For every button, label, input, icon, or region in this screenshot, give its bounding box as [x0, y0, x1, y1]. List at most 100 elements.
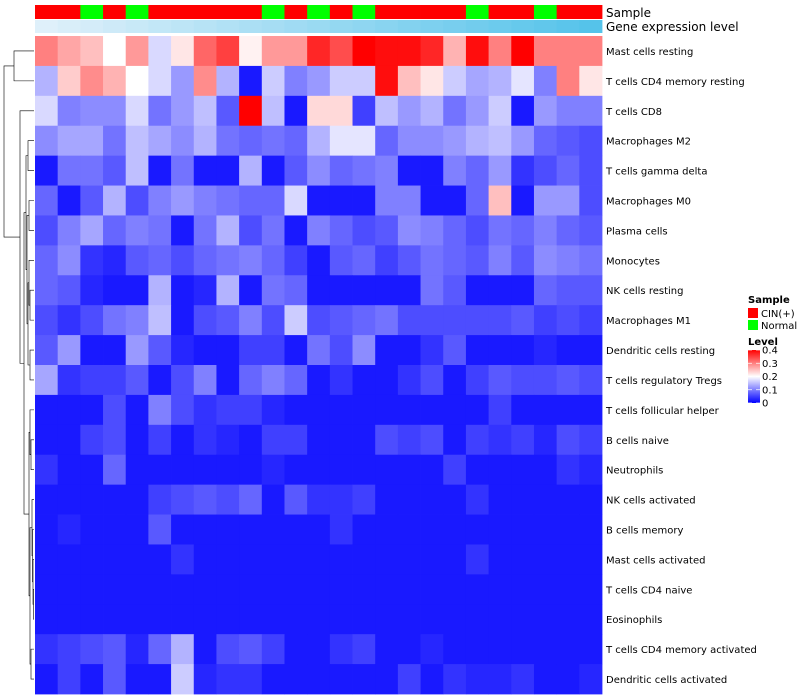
- row-label: T cells CD4 naive: [605, 585, 692, 596]
- heatmap-cell: [125, 36, 149, 67]
- heatmap-cell: [307, 664, 331, 695]
- heatmap-cell: [35, 514, 59, 545]
- heatmap-cell: [57, 365, 81, 396]
- heatmap-cell: [579, 604, 603, 635]
- heatmap-cell: [80, 65, 104, 97]
- expression-annotation-cell: [284, 20, 308, 33]
- heatmap-cell: [511, 215, 535, 246]
- heatmap-cell: [35, 275, 59, 306]
- heatmap-cell: [533, 275, 558, 306]
- heatmap-cell: [465, 604, 489, 635]
- heatmap-cell: [35, 305, 59, 336]
- heatmap-cell: [307, 125, 331, 157]
- heatmap-cell: [57, 185, 81, 216]
- heatmap-cell: [420, 365, 444, 396]
- heatmap-cell: [284, 544, 308, 575]
- heatmap-cell: [556, 275, 580, 306]
- heatmap-cell: [465, 185, 489, 216]
- heatmap-cell: [420, 95, 444, 127]
- sample-annotation-cell: [80, 5, 104, 19]
- heatmap-cell: [533, 514, 558, 545]
- legend: Sample CIN(+) Normal Level 0.4 0.3 0.2 0.1 0: [748, 295, 797, 410]
- heatmap-cell: [193, 95, 217, 127]
- heatmap-cell: [193, 185, 217, 216]
- heatmap-cell: [556, 664, 580, 695]
- heatmap-cell: [579, 155, 603, 186]
- heatmap-cell: [35, 574, 59, 605]
- heatmap-cell: [125, 155, 149, 186]
- heatmap-cell: [171, 215, 195, 246]
- heatmap-cell: [103, 424, 127, 456]
- heatmap-cell: [284, 424, 308, 456]
- heatmap-cell: [80, 36, 104, 67]
- heatmap-cell: [533, 65, 558, 97]
- heatmap-cell: [465, 65, 489, 97]
- heatmap-cell: [556, 335, 580, 366]
- heatmap-cell: [375, 215, 399, 246]
- heatmap-cell: [420, 36, 444, 67]
- row-label: Eosinophils: [606, 615, 662, 626]
- heatmap-cell: [239, 245, 263, 276]
- heatmap-cell: [171, 245, 195, 276]
- heatmap-cell: [284, 484, 308, 515]
- heatmap-cell: [556, 185, 580, 216]
- heatmap-cell: [148, 335, 172, 366]
- expression-annotation-cell: [307, 20, 331, 33]
- heatmap-cell: [579, 125, 603, 157]
- heatmap-cell: [420, 484, 444, 515]
- dendrogram-branch: [13, 50, 34, 82]
- heatmap-cell: [443, 95, 467, 127]
- heatmap-cell: [465, 454, 489, 486]
- heatmap-cell: [556, 574, 580, 605]
- heatmap-cell: [193, 335, 217, 366]
- heatmap-cell: [284, 36, 308, 67]
- heatmap-cell: [261, 65, 285, 97]
- heatmap-cell: [329, 574, 353, 605]
- heatmap-cell: [511, 36, 535, 67]
- heatmap-cells: [35, 36, 603, 695]
- heatmap-cell: [171, 275, 195, 306]
- heatmap-cell: [80, 155, 104, 186]
- heatmap-cell: [284, 574, 308, 605]
- heatmap-cell: [443, 215, 467, 246]
- heatmap-cell: [125, 424, 149, 456]
- heatmap-cell: [35, 95, 59, 127]
- heatmap-cell: [103, 36, 127, 67]
- heatmap-cell: [488, 454, 512, 486]
- heatmap-cell: [556, 544, 580, 575]
- heatmap-cell: [239, 36, 263, 67]
- heatmap-cell: [171, 155, 195, 186]
- heatmap-cell: [420, 574, 444, 605]
- heatmap-cell: [511, 634, 535, 665]
- heatmap-cell: [284, 215, 308, 246]
- heatmap-cell: [171, 305, 195, 336]
- dendrogram-branch: [27, 140, 34, 171]
- heatmap-cell: [216, 95, 240, 127]
- heatmap-cell: [307, 634, 331, 665]
- heatmap-cell: [261, 125, 285, 157]
- sample-annotation-cell: [125, 5, 149, 19]
- heatmap-cell: [420, 335, 444, 366]
- heatmap-cell: [533, 454, 558, 486]
- heatmap-cell: [397, 215, 421, 246]
- heatmap-cell: [488, 634, 512, 665]
- heatmap-cell: [397, 664, 421, 695]
- legend-level-tick-label: 0: [762, 399, 768, 410]
- heatmap-cell: [579, 424, 603, 456]
- heatmap-cell: [511, 394, 535, 426]
- heatmap-cell: [533, 634, 558, 665]
- heatmap-cell: [533, 95, 558, 127]
- expression-annotation-track: [35, 20, 603, 33]
- heatmap-cell: [556, 394, 580, 426]
- heatmap-cell: [420, 215, 444, 246]
- heatmap-cell: [35, 604, 59, 635]
- heatmap-cell: [488, 365, 512, 396]
- expression-annotation-cell: [443, 20, 467, 33]
- heatmap-cell: [171, 125, 195, 157]
- heatmap-cell: [307, 185, 331, 216]
- sample-annotation-cell: [193, 5, 217, 19]
- heatmap-cell: [103, 394, 127, 426]
- heatmap-cell: [171, 335, 195, 366]
- sample-annotation-cell: [443, 5, 467, 19]
- heatmap-cell: [125, 604, 149, 635]
